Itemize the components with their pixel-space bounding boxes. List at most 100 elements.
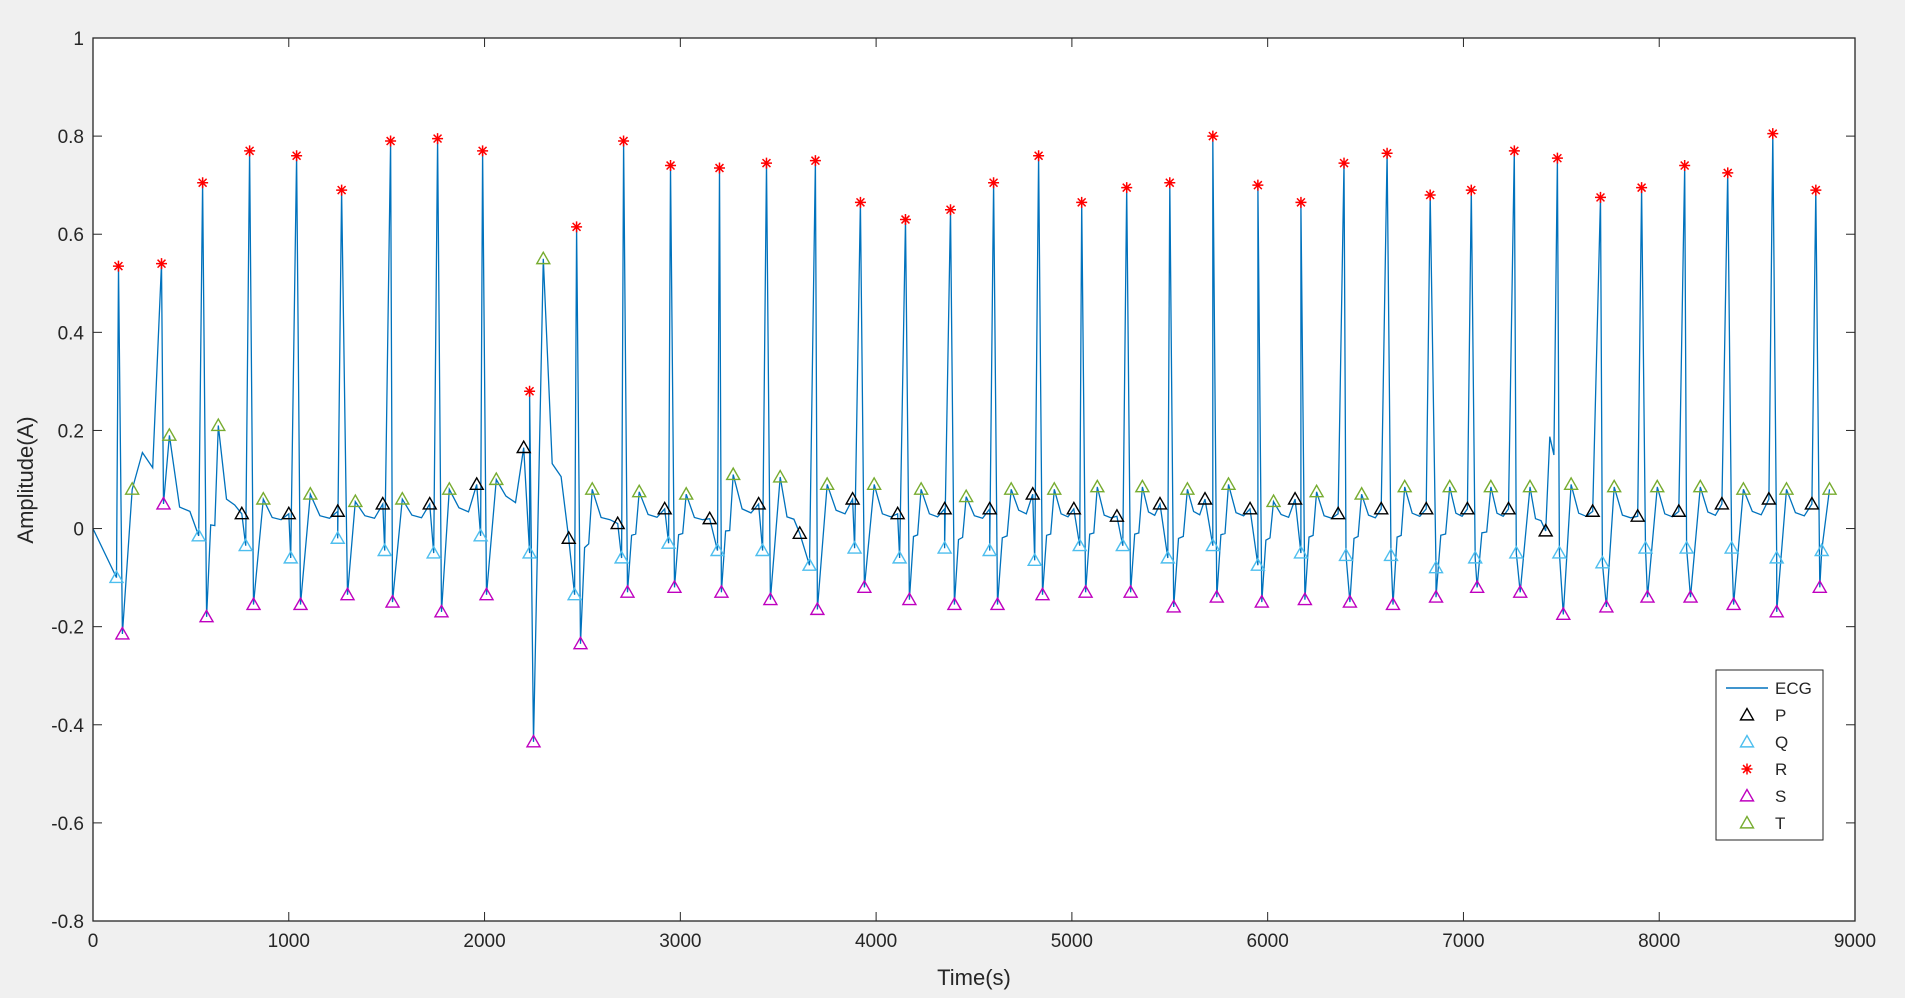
s-marker [762,591,779,606]
q-marker [1508,545,1525,559]
p-marker [1584,503,1601,517]
r-marker [899,214,911,226]
q-marker [1723,540,1740,554]
t-marker [394,491,411,505]
q-marker [709,542,726,557]
t-marker [1265,493,1282,508]
t-marker [866,476,882,490]
s-marker [525,734,542,748]
s-marker [1768,604,1785,618]
t-marker [1606,478,1622,493]
s-marker [384,594,401,608]
legend-star-swatch [1741,763,1753,775]
s-marker [1297,591,1313,606]
t-marker [1397,478,1413,493]
r-marker [156,258,168,270]
x-tick-label: 6000 [1247,931,1289,952]
s-marker [155,496,172,510]
legend-item-q[interactable]: Q [1739,733,1789,752]
plot-area [93,38,1855,921]
legend-item-ecg[interactable]: ECG [1726,679,1812,698]
t-marker [1046,481,1062,495]
s-marker [989,596,1006,611]
t-marker [535,250,551,265]
r-marker [1381,147,1393,159]
r-marker [1207,130,1219,142]
q-marker [1293,545,1309,559]
r-marker [1424,189,1436,201]
r-marker [618,135,630,147]
t-marker [1483,478,1499,493]
q-marker [891,550,908,564]
t-marker [1522,478,1538,493]
p-marker [1287,491,1303,505]
r-marker [1295,196,1307,208]
q-marker [1072,537,1088,552]
r-marker [713,162,725,174]
p-marker [1025,486,1041,500]
r-marker [1594,191,1606,203]
x-axis-ticks: 0 1000 2000 3000 4000 5000 6000 7000 8000 9000 [88,38,1876,952]
q-marker [521,545,538,559]
marker-series-q [108,528,1830,601]
t-marker [1353,486,1370,500]
s-marker [198,608,215,623]
q-marker [330,530,346,544]
s-marker [946,596,963,611]
r-marker [1076,196,1088,208]
r-marker [1636,182,1648,194]
s-marker [1077,584,1094,598]
s-marker [1812,579,1828,593]
r-marker [945,204,957,216]
y-axis-ticks: -0.8 -0.6 -0.4 -0.2 0 0.2 0.4 0.6 0.8 1 [51,29,1855,933]
legend-item-s[interactable]: S [1739,787,1787,806]
q-marker [238,537,254,552]
p-marker [1152,496,1168,510]
marker-series-s [114,496,1828,748]
marker-series-r [112,128,1822,397]
p-marker [561,530,577,544]
t-marker [1649,478,1665,493]
q-marker [1678,540,1695,554]
p-marker [656,501,673,515]
r-marker [854,196,866,208]
p-marker [889,505,906,520]
q-marker [1026,552,1043,567]
s-marker [1034,586,1051,601]
p-marker [981,501,998,515]
t-marker [772,469,788,483]
r-marker [1722,167,1734,179]
p-marker [1330,505,1346,520]
t-marker [819,476,835,490]
p-marker [1197,491,1213,505]
p-marker [1066,501,1082,515]
q-marker [1637,540,1654,554]
ecg-trace-line [93,133,1831,742]
s-marker [619,584,636,598]
legend-label: R [1775,760,1787,779]
s-marker [292,596,309,611]
p-marker [1537,523,1554,537]
s-marker [1512,584,1528,598]
t-marker [725,466,741,481]
y-tick-label: -0.4 [51,716,84,737]
s-marker [339,586,356,601]
legend-box [1715,669,1824,841]
r-marker [1551,152,1563,164]
legend-item-t[interactable]: T [1739,814,1786,833]
t-marker [161,427,178,441]
axes-box [92,37,1856,922]
x-tick-label: 3000 [659,931,701,952]
y-tick-label: 0 [73,520,84,541]
legend-label: S [1775,787,1786,806]
r-marker [1767,128,1779,140]
legend-item-p[interactable]: P [1739,706,1787,725]
r-marker [197,177,209,189]
s-marker [1342,594,1358,608]
t-marker [1134,478,1151,493]
r-marker [524,385,536,397]
s-marker [1209,589,1225,603]
legend-item-r[interactable]: R [1741,760,1788,779]
q-marker [1467,550,1483,564]
